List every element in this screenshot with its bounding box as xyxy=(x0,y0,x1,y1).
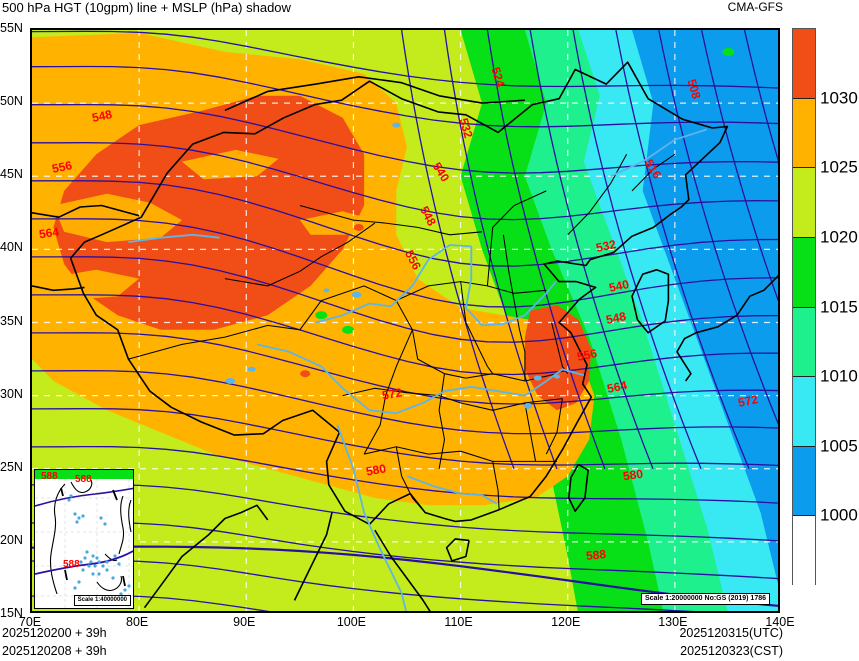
contour-label-580: 580 xyxy=(622,466,644,483)
inset-contour-label-588: 588 xyxy=(63,559,80,570)
colorbar-label-1015: 1015 xyxy=(820,297,858,316)
mslp-colorbar[interactable] xyxy=(792,28,816,586)
inset-station-dots xyxy=(67,494,131,600)
page-title: 500 hPa HGT (10gpm) line + MSLP (hPa) sh… xyxy=(2,0,291,15)
map-canvas xyxy=(32,30,778,611)
colorbar-segment xyxy=(793,237,815,308)
contour-label-556: 556 xyxy=(575,345,599,364)
inset-scale-annotation: Scale 1:40000000 xyxy=(73,595,131,606)
height-contour-lines xyxy=(32,30,778,611)
footer-init-time-local: 2025120208 + 39h xyxy=(2,644,107,658)
colorbar-segment xyxy=(793,168,815,238)
colorbar-segment xyxy=(793,29,815,99)
lat-tick-35N: 35N xyxy=(0,313,23,328)
colorbar-label-1025: 1025 xyxy=(820,157,858,177)
lon-tick-140E: 140E xyxy=(765,615,795,629)
lat-lon-graticule xyxy=(32,30,778,611)
inset-coastlines xyxy=(49,479,132,606)
lon-tick-130E: 130E xyxy=(658,615,688,629)
lon-tick-80E: 80E xyxy=(126,615,149,629)
lon-tick-100E: 100E xyxy=(336,615,367,629)
contour-label-572: 572 xyxy=(380,385,404,403)
footer-valid-time-utc: 2025120315(UTC) xyxy=(679,626,783,640)
lat-tick-15N: 15N xyxy=(0,606,23,620)
coastline-borders xyxy=(32,61,778,611)
colorbar-segment xyxy=(793,98,815,169)
lon-tick-90E: 90E xyxy=(233,615,256,629)
lat-tick-30N: 30N xyxy=(0,386,23,401)
model-label: CMA-GFS xyxy=(727,0,783,14)
colorbar-label-1020: 1020 xyxy=(820,227,858,247)
lon-tick-70E: 70E xyxy=(18,615,42,629)
province-boundaries xyxy=(128,153,676,513)
footer-init-time: 2025120200 + 39h xyxy=(2,626,107,640)
contour-label-580: 580 xyxy=(364,461,388,479)
colorbar-segment xyxy=(793,307,815,378)
colorbar-segment xyxy=(793,377,815,447)
colorbar-label-1010: 1010 xyxy=(820,366,858,386)
lon-tick-110E: 110E xyxy=(444,615,473,629)
contour-label-564: 564 xyxy=(38,224,61,242)
footer-valid-time-cst: 2025120323(CST) xyxy=(680,644,783,658)
contour-label-588: 588 xyxy=(584,547,607,564)
contour-label-564: 564 xyxy=(605,377,629,396)
colorbar-label-1030: 1030 xyxy=(820,88,858,108)
lat-tick-20N: 20N xyxy=(0,532,23,547)
map-plot-area[interactable]: Scale 1:20000000 No:GS (2019) 1786 Scale… xyxy=(30,28,780,613)
map-scale-annotation: Scale 1:20000000 No:GS (2019) 1786 xyxy=(640,593,770,605)
rivers xyxy=(128,128,708,611)
inset-contour-label-588: 588 xyxy=(41,471,58,482)
colorbar-segment xyxy=(793,446,815,517)
inset-map-south-china-sea[interactable]: Scale 1:40000000 588 588 588 xyxy=(34,469,134,609)
lat-tick-45N: 45N xyxy=(0,167,23,182)
lon-tick-120E: 120E xyxy=(551,615,581,629)
inset-contour-label-588: 588 xyxy=(75,474,92,485)
colorbar-label-1000: 1000 xyxy=(820,505,858,525)
lat-tick-50N: 50N xyxy=(0,94,23,109)
colorbar-segment xyxy=(793,516,815,586)
lat-tick-25N: 25N xyxy=(0,459,23,474)
lat-tick-55N: 55N xyxy=(0,21,23,35)
lat-tick-40N: 40N xyxy=(0,240,23,255)
colorbar-label-1005: 1005 xyxy=(820,436,858,456)
